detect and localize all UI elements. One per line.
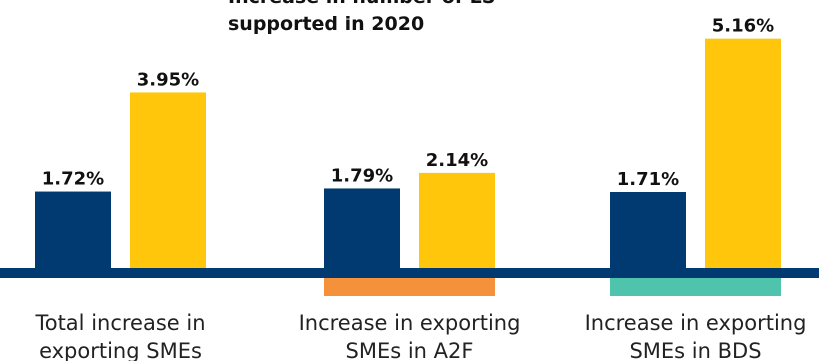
value-label-yellow-3: 5.16% (712, 16, 774, 37)
legend-title: Increase in number of LS supported in 20… (228, 0, 495, 35)
bar-navy-3 (610, 192, 686, 269)
value-label-navy-2: 1.79% (331, 165, 393, 186)
bars (35, 38, 781, 269)
category-label-2-line-1: Increase in exporting (299, 311, 521, 335)
bar-yellow-2 (419, 172, 495, 269)
legend-title-line-1: Increase in number of LS (228, 0, 495, 8)
category-labels: Total increase in exporting SMEs Increase … (34, 311, 806, 361)
category-label-3-line-2: SMEs in BDS (629, 339, 761, 361)
value-label-navy-1: 1.72% (42, 169, 104, 190)
value-label-yellow-1: 3.95% (137, 69, 199, 90)
bar-navy-1 (35, 191, 111, 269)
bar-navy-2 (324, 188, 400, 269)
value-labels: 1.72% 3.95% 1.79% 2.14% 1.71% 5.16% (42, 16, 774, 190)
bds-color-tag (610, 278, 781, 296)
bar-yellow-3 (705, 38, 781, 269)
category-label-1-line-2: exporting SMEs (39, 339, 202, 361)
category-label-2-line-2: SMEs in A2F (346, 339, 474, 361)
category-label-1-line-1: Total increase in (34, 311, 205, 335)
baseline-axis (0, 268, 819, 278)
bar-yellow-1 (130, 92, 206, 269)
legend-title-line-2: supported in 2020 (228, 13, 424, 35)
value-label-navy-3: 1.71% (617, 169, 679, 190)
category-label-3-line-1: Increase in exporting (585, 311, 807, 335)
a2f-color-tag (324, 278, 495, 296)
value-label-yellow-2: 2.14% (426, 150, 488, 171)
